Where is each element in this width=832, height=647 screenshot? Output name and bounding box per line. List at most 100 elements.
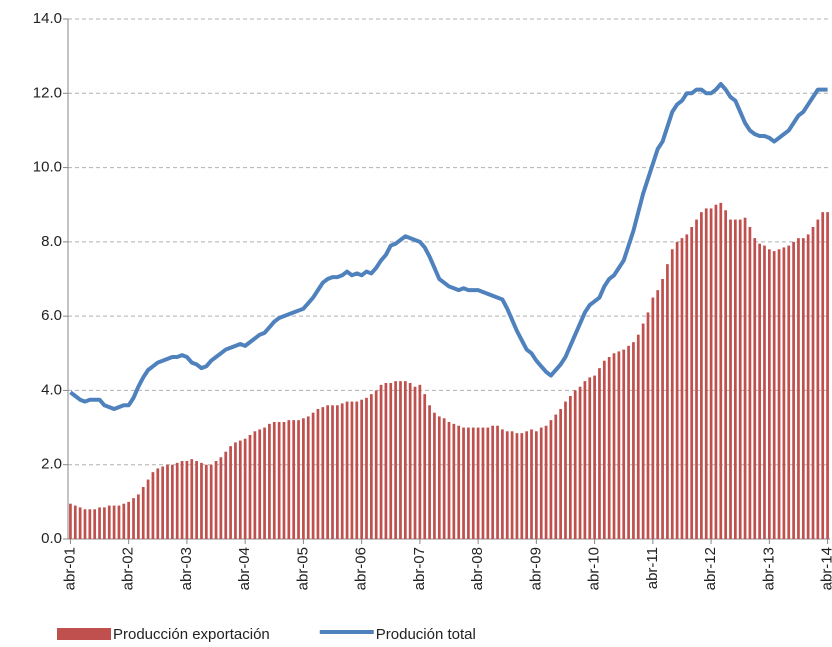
bar [476, 427, 480, 539]
bar [437, 416, 441, 539]
bar [399, 381, 402, 539]
bar [287, 420, 291, 539]
bar [277, 422, 281, 539]
bar [452, 423, 456, 539]
y-tick-label: 0.0 [41, 530, 62, 547]
bar [525, 431, 529, 539]
bar [641, 323, 645, 539]
bar [384, 383, 388, 539]
bar [743, 217, 747, 539]
bar [758, 243, 761, 539]
bar [627, 345, 630, 539]
bar [583, 381, 587, 539]
bar [93, 509, 97, 539]
x-tick-label: abr-09 [527, 547, 544, 590]
x-tick-label: abr-04 [236, 547, 253, 590]
bar [69, 503, 72, 539]
bar [724, 210, 728, 540]
bar [568, 396, 572, 539]
bar [578, 386, 582, 539]
bar [263, 427, 266, 539]
bar [238, 440, 242, 539]
bar [549, 420, 553, 539]
bar [350, 401, 354, 539]
bar [127, 501, 131, 539]
bar [554, 414, 558, 539]
bar [501, 429, 504, 539]
y-tick-label: 10.0 [33, 159, 62, 176]
bar [137, 494, 140, 539]
bar [122, 503, 126, 539]
bar [156, 468, 160, 539]
bar [73, 505, 77, 539]
x-tick-label: abr-02 [120, 547, 137, 590]
bar [733, 219, 737, 540]
bar [234, 442, 237, 539]
bar [132, 498, 135, 539]
bar [471, 427, 475, 539]
bar [753, 238, 757, 539]
x-tick-label: abr-06 [353, 547, 370, 590]
bar [107, 505, 111, 539]
bar [510, 431, 514, 539]
bar [418, 384, 422, 539]
y-tick-label: 6.0 [41, 307, 62, 324]
bar [690, 227, 694, 539]
x-tick-label: abr-13 [760, 547, 777, 590]
bar [292, 420, 296, 539]
bar [588, 377, 592, 539]
bar [636, 334, 640, 539]
bar [593, 375, 596, 539]
bar [675, 241, 679, 539]
x-tick-label: abr-11 [644, 547, 661, 589]
bar [539, 427, 543, 539]
bar [98, 507, 101, 539]
bar [481, 427, 485, 539]
bar [700, 212, 703, 539]
bar [83, 509, 87, 539]
bar [365, 397, 368, 539]
bar [268, 423, 271, 539]
bar [748, 227, 752, 539]
bar [195, 461, 198, 539]
bar [117, 505, 121, 539]
bar [413, 386, 417, 539]
bar [782, 247, 786, 539]
bar [797, 238, 800, 539]
bar [146, 479, 150, 539]
bar [666, 264, 669, 539]
x-tick-label: abr-08 [469, 547, 486, 590]
bar [258, 429, 262, 539]
bar [505, 431, 509, 539]
bar [559, 409, 562, 539]
bar [379, 384, 383, 539]
bar [190, 459, 194, 539]
bar [282, 422, 286, 539]
bar [738, 219, 742, 540]
bar [520, 433, 524, 539]
bar [103, 507, 106, 539]
bar [403, 381, 407, 539]
legend-label: Producción exportación [113, 626, 270, 643]
bar [467, 427, 470, 539]
bar [704, 208, 708, 539]
bar [646, 312, 650, 539]
bar [787, 245, 791, 540]
bar [360, 399, 363, 539]
bar [423, 394, 427, 539]
bar [602, 360, 606, 539]
bar [806, 234, 810, 539]
bar [340, 403, 344, 539]
bar [685, 234, 689, 539]
bar [442, 418, 446, 539]
bar [573, 390, 577, 539]
bar [729, 219, 732, 540]
bar [515, 433, 519, 539]
line [69, 82, 828, 411]
bar [311, 412, 315, 539]
bar [209, 464, 213, 539]
bar [389, 383, 393, 539]
bar [272, 422, 276, 539]
bar [306, 416, 310, 539]
